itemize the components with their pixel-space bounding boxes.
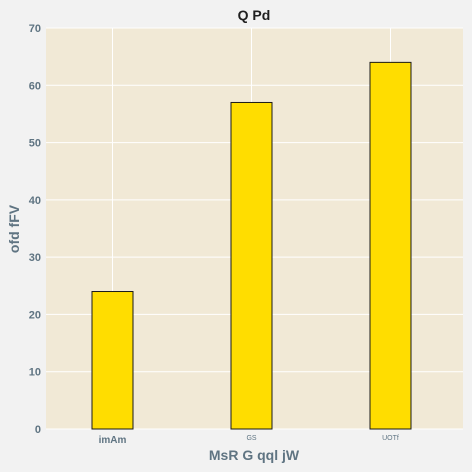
y-tick-label: 20: [29, 309, 41, 321]
bar-UOTf: [369, 61, 412, 430]
y-tick-label: 40: [29, 195, 41, 207]
y-tick-labels: 0 10 20 30 40 50 60 70: [29, 23, 41, 436]
y-tick-label: 30: [29, 252, 41, 264]
y-tick-label: 0: [35, 424, 41, 436]
y-tick-label: 10: [29, 367, 41, 379]
y-axis-label: ofd fFV: [6, 204, 22, 253]
x-tick-label: imAm: [99, 435, 127, 446]
y-tick-label: 60: [29, 80, 41, 92]
chart-title: Q Pd: [238, 7, 271, 23]
x-tick-labels: imAm GS UOTf: [99, 435, 399, 446]
x-tick-label: UOTf: [382, 435, 399, 442]
bar-imAm: [91, 291, 134, 430]
x-axis-label: MsR G qql jW: [209, 447, 300, 463]
x-tick-label: GS: [246, 435, 256, 442]
bar-GS: [230, 101, 273, 430]
y-tick-label: 50: [29, 138, 41, 150]
bars: [91, 61, 412, 430]
y-tick-label: 70: [29, 23, 41, 35]
